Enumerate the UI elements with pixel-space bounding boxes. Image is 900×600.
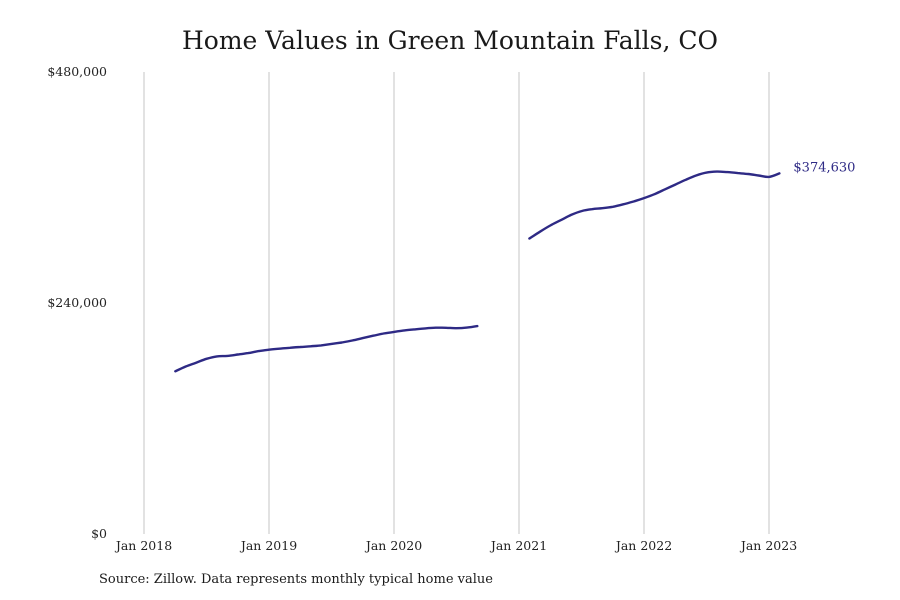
x-axis-tick-labels: Jan 2018 Jan 2019 Jan 2020 Jan 2021 Jan 2022… (114, 538, 797, 553)
y-tick-label: $480,000 (47, 64, 107, 79)
end-value-label: $374,630 (793, 160, 855, 175)
x-tick-label: Jan 2018 (114, 538, 172, 553)
y-axis-tick-labels: $0 $240,000 $480,000 (47, 64, 107, 541)
home-value-series (174, 170, 781, 373)
x-tick-label: Jan 2020 (364, 538, 422, 553)
y-tick-label: $0 (91, 526, 107, 541)
x-tick-label: Jan 2021 (489, 538, 547, 553)
y-tick-label: $240,000 (47, 295, 107, 310)
x-tick-label: Jan 2023 (739, 538, 797, 553)
vertical-gridlines (143, 72, 770, 534)
source-note: Source: Zillow. Data represents monthly … (99, 572, 493, 587)
series-line-segment-1 (174, 324, 479, 373)
series-line-segment-2 (528, 170, 781, 240)
chart-title: Home Values in Green Mountain Falls, CO (182, 26, 718, 55)
x-tick-label: Jan 2019 (239, 538, 297, 553)
x-tick-label: Jan 2022 (614, 538, 672, 553)
